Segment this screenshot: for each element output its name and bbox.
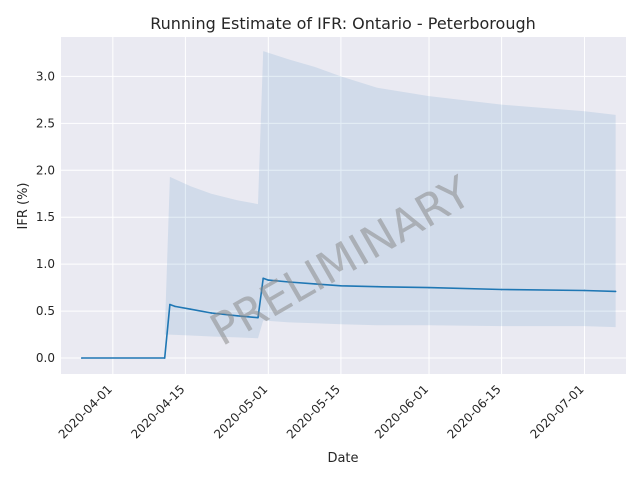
- ifr-data-point: [288, 281, 290, 283]
- x-tick-label: 2020-04-15: [128, 382, 187, 441]
- x-tick-label: 2020-06-15: [444, 382, 503, 441]
- x-axis-ticks: 2020-04-01 2020-04-15 2020-05-01 2020-05-15…: [56, 382, 587, 441]
- ifr-data-point: [500, 288, 503, 291]
- y-tick-label: 1.5: [36, 210, 55, 224]
- y-tick-label: 3.0: [36, 69, 55, 83]
- x-tick-label: 2020-05-15: [284, 382, 343, 441]
- y-axis-label: IFR (%): [16, 183, 31, 230]
- x-tick-label: 2020-07-01: [527, 382, 586, 441]
- confidence-band: [164, 51, 616, 339]
- ifr-data-point: [262, 277, 264, 280]
- ifr-point-layer: [80, 277, 617, 359]
- x-tick-label: 2020-05-01: [211, 382, 270, 441]
- ifr-data-point: [236, 314, 239, 317]
- ifr-data-point: [583, 289, 586, 292]
- ifr-data-point: [614, 290, 617, 293]
- y-tick-label: 2.0: [36, 163, 55, 177]
- x-tick-label: 2020-04-01: [56, 382, 115, 441]
- ifr-line-layer: [81, 277, 616, 359]
- y-tick-label: 0.5: [36, 304, 55, 318]
- y-axis-ticks: 0.0 0.5 1.0 1.5 2.0 2.5 3.0: [36, 69, 55, 365]
- ifr-data-point: [314, 283, 316, 285]
- x-tick-label: 2020-06-01: [372, 382, 431, 441]
- ifr-series-line: [81, 277, 616, 359]
- ifr-data-point: [376, 285, 378, 288]
- ifr-data-point: [210, 312, 213, 314]
- ifr-data-point: [189, 308, 192, 311]
- grid-lines: [61, 37, 626, 374]
- y-tick-label: 2.5: [36, 116, 55, 130]
- x-axis-label: Date: [327, 451, 358, 466]
- ifr-data-point: [257, 316, 259, 319]
- ifr-data-point: [267, 279, 270, 281]
- ifr-data-point: [428, 286, 430, 289]
- ifr-data-point: [174, 305, 176, 308]
- confidence-band-layer: [164, 51, 616, 339]
- y-tick-label: 1.0: [36, 257, 55, 271]
- chart-title: Running Estimate of IFR: Ontario - Peter…: [150, 14, 536, 33]
- ifr-data-point: [163, 357, 166, 359]
- ifr-data-point: [169, 303, 171, 306]
- y-tick-label: 0.0: [36, 351, 55, 365]
- ifr-data-point: [80, 357, 83, 359]
- plot-area-background: [61, 37, 626, 374]
- ifr-data-point: [340, 284, 342, 287]
